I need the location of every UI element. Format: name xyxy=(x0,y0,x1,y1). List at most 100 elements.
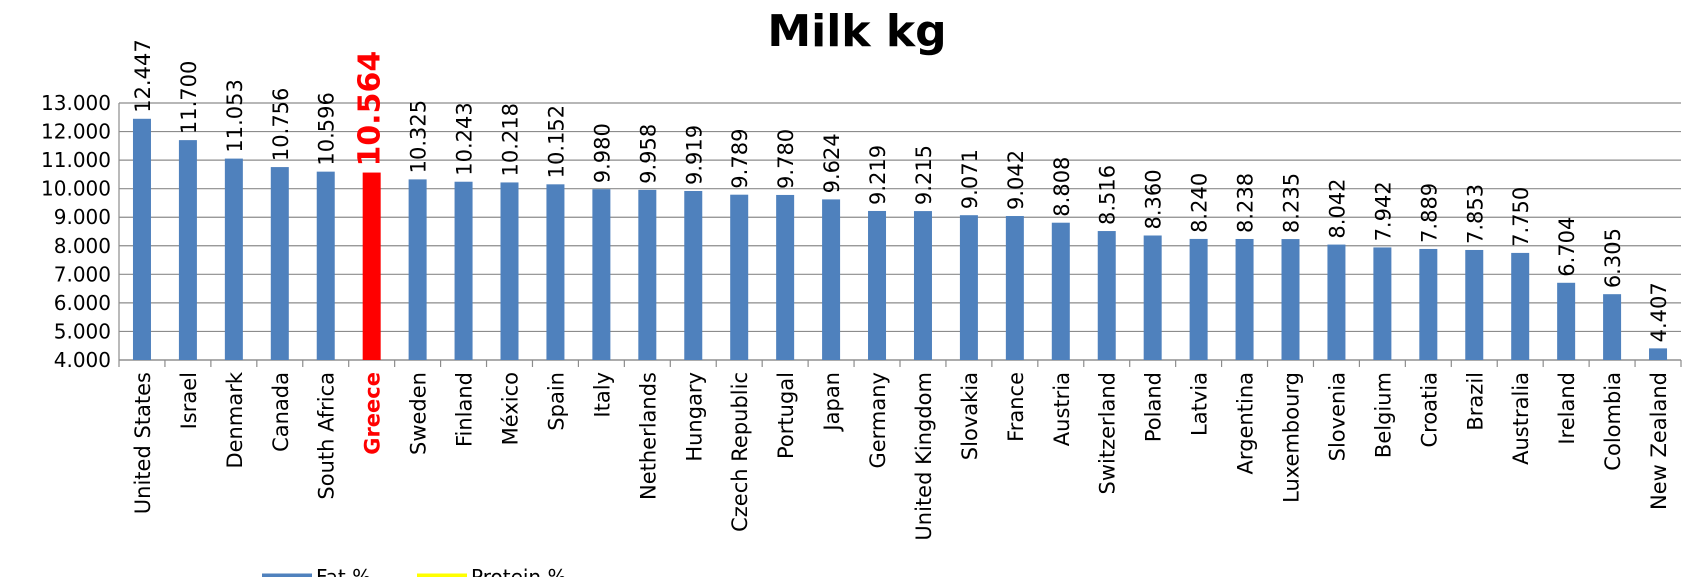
value-label: 10.564 xyxy=(353,51,388,167)
x-tick-label: Ireland xyxy=(1555,372,1579,445)
x-tick-label: Belgium xyxy=(1371,372,1395,458)
x-tick-label: Portugal xyxy=(774,372,798,459)
x-tick-label: Slovakia xyxy=(958,372,982,460)
bar xyxy=(1603,294,1622,360)
x-tick-label: México xyxy=(499,372,523,445)
bar xyxy=(1649,348,1668,360)
value-label: 11.053 xyxy=(223,79,247,152)
x-tick-label: United Kingdom xyxy=(912,372,936,541)
value-label: 8.808 xyxy=(1050,157,1074,217)
x-tick-label: Australia xyxy=(1509,372,1533,465)
value-label: 7.942 xyxy=(1371,181,1395,241)
value-label: 7.889 xyxy=(1417,183,1441,243)
x-tick-label: Austria xyxy=(1050,372,1074,446)
bar xyxy=(1189,238,1208,360)
value-label: 9.219 xyxy=(866,145,890,205)
x-tick-label: Switzerland xyxy=(1096,372,1120,495)
value-label: 6.704 xyxy=(1555,217,1579,277)
value-label: 10.218 xyxy=(499,103,523,176)
bar xyxy=(1419,248,1438,360)
bar xyxy=(776,194,795,360)
x-tick-label: Canada xyxy=(269,372,293,452)
value-label: 9.789 xyxy=(728,129,752,189)
value-label: 9.071 xyxy=(958,149,982,209)
bar xyxy=(1373,247,1392,360)
bar xyxy=(224,158,243,360)
value-label: 9.042 xyxy=(1004,150,1028,210)
x-tick-label: Japan xyxy=(820,372,844,433)
y-tick-label: 6.000 xyxy=(54,291,111,315)
x-tick-label: Greece xyxy=(361,372,385,455)
x-tick-label: Italy xyxy=(590,372,614,418)
x-tick-label: Sweden xyxy=(407,372,431,455)
value-label: 8.235 xyxy=(1280,173,1304,233)
y-tick-label: 8.000 xyxy=(54,234,111,258)
value-label: 4.407 xyxy=(1647,282,1671,342)
bar xyxy=(546,184,565,360)
x-tick-label: Czech Republic xyxy=(728,372,752,532)
x-tick-label: France xyxy=(1004,372,1028,442)
x-tick-label: United States xyxy=(131,372,155,514)
value-label: 10.756 xyxy=(269,88,293,161)
bar xyxy=(959,215,978,360)
x-tick-label: Hungary xyxy=(682,372,706,462)
value-label: 11.700 xyxy=(177,61,201,134)
bar xyxy=(1005,216,1024,360)
x-tick-label: South Africa xyxy=(315,372,339,500)
bar xyxy=(270,167,289,360)
bar xyxy=(1557,282,1576,360)
x-tick-label: Germany xyxy=(866,372,890,469)
bar xyxy=(868,210,887,360)
x-tick-label: Argentina xyxy=(1234,372,1258,474)
bar xyxy=(684,190,703,360)
x-tick-label: New Zealand xyxy=(1647,372,1671,510)
value-label: 7.853 xyxy=(1463,184,1487,244)
value-label: 10.243 xyxy=(453,102,477,175)
bar xyxy=(592,189,611,360)
bar xyxy=(500,182,519,360)
y-tick-label: 4.000 xyxy=(54,348,111,372)
value-label: 8.238 xyxy=(1234,173,1258,233)
value-label: 8.360 xyxy=(1142,169,1166,229)
value-label: 10.596 xyxy=(315,92,339,165)
bar xyxy=(178,140,197,360)
value-label: 9.919 xyxy=(682,125,706,185)
y-tick-label: 11.000 xyxy=(41,148,111,172)
x-tick-label: Denmark xyxy=(223,371,247,468)
value-label: 6.305 xyxy=(1601,228,1625,288)
value-label: 9.780 xyxy=(774,129,798,189)
y-tick-label: 10.000 xyxy=(41,177,111,201)
bar xyxy=(1097,231,1116,360)
value-label: 9.215 xyxy=(912,145,936,205)
value-label: 12.447 xyxy=(131,39,155,112)
bar xyxy=(454,181,473,360)
value-label: 9.958 xyxy=(636,124,660,184)
bar xyxy=(1327,244,1346,360)
value-label: 7.750 xyxy=(1509,187,1533,247)
bar xyxy=(362,172,381,360)
value-label: 8.042 xyxy=(1325,178,1349,238)
x-tick-label: Finland xyxy=(453,372,477,447)
x-tick-label: Slovenia xyxy=(1325,372,1349,461)
bar xyxy=(638,189,657,360)
x-tick-label: Spain xyxy=(544,372,568,431)
x-tick-label: Brazil xyxy=(1463,372,1487,431)
x-tick-label: Luxembourg xyxy=(1280,372,1304,503)
legend-label: Protein % xyxy=(471,565,566,577)
bar xyxy=(316,171,335,360)
chart-title: Milk kg xyxy=(767,6,946,57)
bar xyxy=(1465,249,1484,360)
bar xyxy=(1235,238,1254,360)
x-tick-label: Poland xyxy=(1142,372,1166,442)
bar xyxy=(822,199,841,360)
bar xyxy=(1511,252,1530,360)
bar xyxy=(1143,235,1162,360)
x-tick-label: Colombia xyxy=(1601,372,1625,471)
bar xyxy=(730,194,749,360)
y-tick-label: 12.000 xyxy=(41,120,111,144)
value-label: 8.240 xyxy=(1188,173,1212,233)
x-tick-label: Croatia xyxy=(1417,372,1441,448)
y-tick-label: 7.000 xyxy=(54,262,111,286)
value-label: 9.980 xyxy=(590,123,614,183)
